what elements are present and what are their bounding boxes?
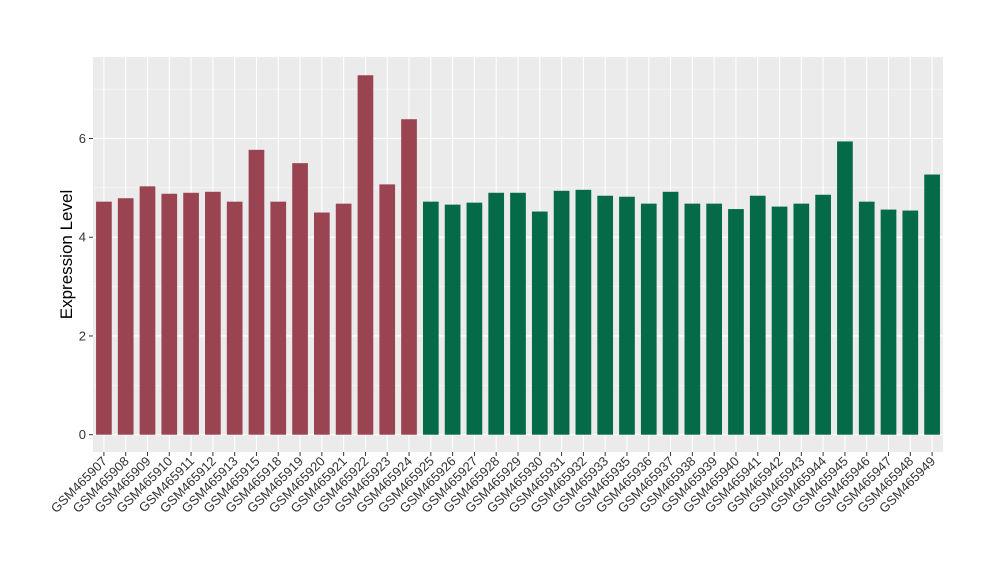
bar (335, 203, 352, 435)
bar (858, 201, 875, 435)
bar (183, 192, 199, 435)
bar (314, 212, 330, 435)
bar (880, 209, 897, 435)
bars (96, 75, 940, 435)
y-tick-label: 4 (79, 230, 86, 245)
bar (619, 196, 635, 435)
bar (706, 203, 722, 435)
bar (684, 203, 701, 435)
y-axis-title: Expression Level (57, 190, 76, 319)
y-tick-label: 0 (79, 427, 86, 442)
bar (466, 202, 483, 435)
bar (422, 201, 439, 435)
bar (793, 203, 810, 435)
bar (837, 141, 853, 435)
bar (510, 192, 526, 435)
bar (139, 186, 156, 435)
bar (575, 189, 592, 435)
bar (357, 75, 374, 435)
bar (749, 195, 766, 435)
bar (379, 184, 396, 435)
y-tick-label: 6 (79, 131, 86, 146)
bar (902, 210, 919, 435)
bar (444, 204, 461, 435)
bar (270, 201, 287, 435)
bar (662, 191, 679, 435)
bar (728, 209, 744, 435)
bar (597, 195, 614, 435)
y-tick-label: 2 (79, 328, 86, 343)
bar (161, 193, 178, 435)
y-axis: 0 2 4 6 (79, 131, 93, 442)
bar (640, 203, 657, 435)
bar (117, 198, 134, 435)
bar (401, 119, 417, 435)
bar (226, 201, 243, 435)
bar (292, 163, 308, 435)
bar (205, 191, 221, 435)
bar (96, 201, 112, 435)
bar (531, 211, 548, 435)
bar (488, 192, 505, 435)
bar (815, 194, 831, 435)
bar (248, 149, 265, 435)
bar (924, 174, 940, 435)
bar (771, 206, 788, 435)
x-axis: GSM465907GSM465908GSM465909GSM465910GSM4… (48, 452, 938, 516)
bar (553, 190, 570, 435)
